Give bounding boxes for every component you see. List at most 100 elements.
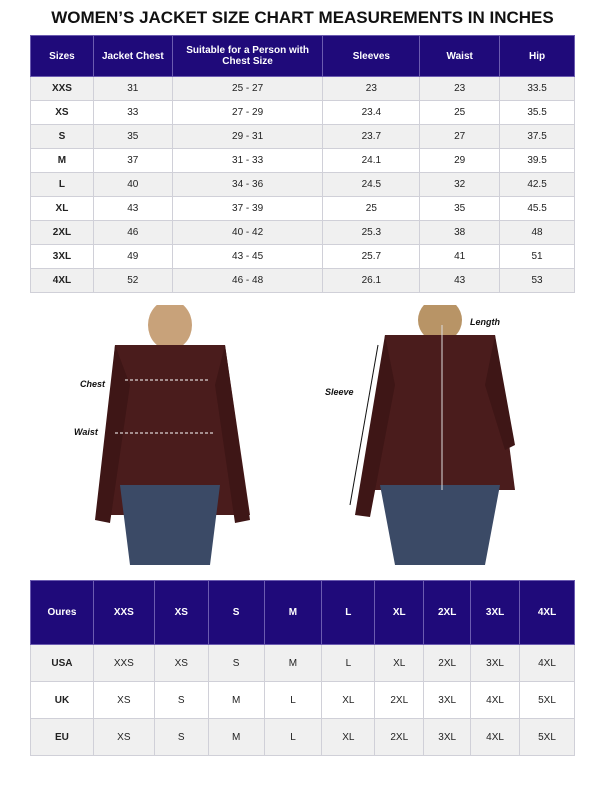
column-header: S — [207, 580, 265, 645]
table-cell: S — [207, 644, 265, 682]
table-cell: 3XL — [470, 644, 521, 682]
table-cell: 43 - 45 — [171, 244, 324, 269]
front-view-figure — [95, 300, 250, 565]
table-cell: 35.5 — [499, 100, 575, 125]
table-cell: 24.5 — [322, 172, 421, 197]
table-cell: XXS — [92, 644, 155, 682]
table-cell: 4XL — [470, 681, 521, 719]
table-row: UK XS S M L XL 2XL 3XL 4XL 5XL — [30, 681, 575, 719]
table-cell: 37.5 — [499, 124, 575, 149]
table-cell: 4XL — [519, 644, 575, 682]
table-cell: 3XL — [423, 681, 472, 719]
row-label: XS — [30, 100, 94, 125]
table-cell: 53 — [499, 268, 575, 293]
table-cell: M — [263, 644, 323, 682]
table-cell: 25 - 27 — [171, 76, 324, 101]
table-row: EU XS S M L XL 2XL 3XL 4XL 5XL — [30, 718, 575, 756]
table-cell: XS — [153, 644, 209, 682]
table-cell: 2XL — [423, 644, 472, 682]
table-row: S 35 29 - 31 23.7 27 37.5 — [30, 124, 575, 149]
column-header: XXS — [92, 580, 155, 645]
table-cell: XS — [92, 718, 155, 756]
table-cell: 51 — [499, 244, 575, 269]
table-cell: 23 — [322, 76, 421, 101]
table-cell: 25.3 — [322, 220, 421, 245]
column-header: Jacket Chest — [92, 35, 173, 77]
row-label: 2XL — [30, 220, 94, 245]
table-cell: 27 — [419, 124, 501, 149]
table-cell: XS — [92, 681, 155, 719]
table-cell: 34 - 36 — [171, 172, 324, 197]
column-header: XL — [374, 580, 425, 645]
jacket-illustration — [95, 298, 515, 565]
table-row: L 40 34 - 36 24.5 32 42.5 — [30, 172, 575, 197]
column-header: XS — [153, 580, 209, 645]
row-label: XXS — [30, 76, 94, 101]
column-header: 3XL — [470, 580, 521, 645]
table-cell: 26.1 — [322, 268, 421, 293]
table-cell: XL — [321, 681, 376, 719]
table-cell: 46 — [92, 220, 173, 245]
row-label: 4XL — [30, 268, 94, 293]
table-cell: 31 - 33 — [171, 148, 324, 173]
row-label: EU — [30, 718, 94, 756]
table-cell: L — [263, 718, 323, 756]
table-cell: 32 — [419, 172, 501, 197]
back-view-figure — [349, 298, 515, 565]
table-cell: L — [321, 644, 376, 682]
table-cell: S — [153, 681, 209, 719]
column-header: M — [263, 580, 323, 645]
chest-label: Chest — [80, 379, 106, 389]
table-cell: 43 — [92, 196, 173, 221]
table-row: XL 43 37 - 39 25 35 45.5 — [30, 196, 575, 221]
row-label: USA — [30, 644, 94, 682]
column-header: Sleeves — [322, 35, 421, 77]
table-cell: 23 — [419, 76, 501, 101]
table-row: XS 33 27 - 29 23.4 25 35.5 — [30, 100, 575, 125]
table-header-row: Oures XXS XS S M L XL 2XL 3XL 4XL — [30, 580, 575, 645]
table-row: USA XXS XS S M L XL 2XL 3XL 4XL — [30, 644, 575, 682]
sleeve-label: Sleeve — [325, 387, 354, 397]
table-cell: 29 — [419, 148, 501, 173]
table-cell: 49 — [92, 244, 173, 269]
table-cell: 33.5 — [499, 76, 575, 101]
table-cell: 41 — [419, 244, 501, 269]
table-cell: 4XL — [470, 718, 521, 756]
table-cell: M — [207, 718, 265, 756]
row-label: M — [30, 148, 94, 173]
row-label: UK — [30, 681, 94, 719]
size-conversion-table: Oures XXS XS S M L XL 2XL 3XL 4XL USA XXS XS S M L XL 2X… — [30, 580, 575, 756]
table-row: 3XL 49 43 - 45 25.7 41 51 — [30, 244, 575, 269]
table-cell: 42.5 — [499, 172, 575, 197]
table-cell: XL — [321, 718, 376, 756]
table-cell: 31 — [92, 76, 173, 101]
table-cell: 40 - 42 — [171, 220, 324, 245]
row-label: L — [30, 172, 94, 197]
size-chart-table: Sizes Jacket Chest Suitable for a Person w… — [30, 35, 575, 293]
column-header: Oures — [30, 580, 94, 645]
table-cell: 46 - 48 — [171, 268, 324, 293]
table-cell: 23.7 — [322, 124, 421, 149]
waist-label: Waist — [74, 427, 98, 437]
table-cell: 38 — [419, 220, 501, 245]
table-header-row: Sizes Jacket Chest Suitable for a Person w… — [30, 35, 575, 77]
table-cell: 45.5 — [499, 196, 575, 221]
table-row: 2XL 46 40 - 42 25.3 38 48 — [30, 220, 575, 245]
table-cell: 24.1 — [322, 148, 421, 173]
column-header: Hip — [499, 35, 575, 77]
table-cell: 35 — [419, 196, 501, 221]
table-cell: 40 — [92, 172, 173, 197]
table-row: XXS 31 25 - 27 23 23 33.5 — [30, 76, 575, 101]
table-cell: XL — [374, 644, 425, 682]
table-cell: 35 — [92, 124, 173, 149]
table-cell: 25 — [419, 100, 501, 125]
jacket-measurement-photos: Chest Waist Sleeve Length — [60, 298, 560, 570]
table-cell: 37 — [92, 148, 173, 173]
table-cell: 2XL — [374, 681, 425, 719]
column-header: Sizes — [30, 35, 94, 77]
column-header: Suitable for a Person with Chest Size — [171, 35, 324, 77]
row-label: XL — [30, 196, 94, 221]
table-cell: 3XL — [423, 718, 472, 756]
table-cell: 25 — [322, 196, 421, 221]
page-title: WOMEN’S JACKET SIZE CHART MEASUREMENTS I… — [51, 8, 554, 27]
